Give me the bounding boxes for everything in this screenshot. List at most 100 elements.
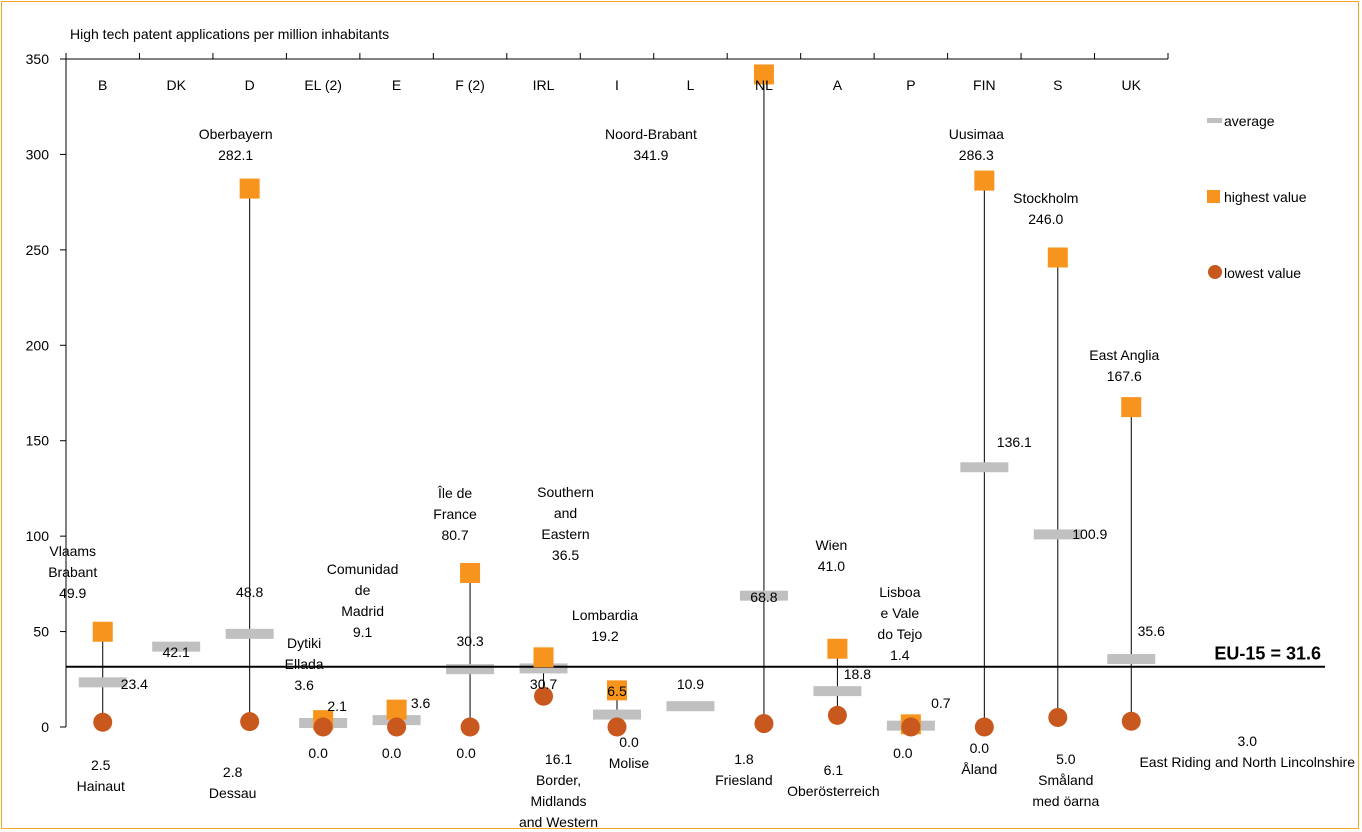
lowest-region-label: med öarna <box>1032 793 1099 809</box>
lowest-value-marker <box>534 686 554 706</box>
y-tick-label: 250 <box>26 242 50 258</box>
highest-value-label: 3.6 <box>294 677 314 693</box>
highest-region-label: Comunidad <box>327 561 399 577</box>
average-bar <box>1107 654 1156 665</box>
average-value-label: 30.7 <box>530 676 557 692</box>
average-value-label: 10.9 <box>677 676 704 692</box>
lowest-region-label: Dessau <box>209 785 256 801</box>
lowest-value-marker <box>1121 711 1141 731</box>
highest-value-label: 19.2 <box>591 628 618 644</box>
lowest-value-marker <box>93 712 113 732</box>
average-value-label: 0.7 <box>931 695 951 711</box>
country-label: FIN <box>973 77 996 93</box>
lowest-value-label: 0.0 <box>456 745 476 761</box>
lowest-region-label: Molise <box>609 755 650 771</box>
average-bar <box>152 641 201 652</box>
country-label: UK <box>1122 77 1142 93</box>
lowest-region-label: Midlands <box>531 793 587 809</box>
country-label: EL (2) <box>304 77 342 93</box>
highest-value-marker <box>386 699 407 720</box>
highest-region-label: East Anglia <box>1089 347 1159 363</box>
highest-region-label: and <box>554 505 577 521</box>
highest-value-label: 49.9 <box>59 585 86 601</box>
lowest-value-marker <box>754 714 774 734</box>
highest-region-label: Île de <box>437 485 472 501</box>
average-value-label: 42.1 <box>163 644 190 660</box>
average-value-label: 68.8 <box>750 589 777 605</box>
highest-value-marker <box>1047 247 1068 268</box>
average-bar <box>78 677 127 688</box>
average-bar <box>225 628 274 639</box>
lowest-value-label: 1.8 <box>734 751 754 767</box>
highest-value-label: 41.0 <box>818 558 845 574</box>
lowest-value-label: 3.0 <box>1238 733 1258 749</box>
highest-region-label: Noord-Brabant <box>605 126 697 142</box>
lowest-region-label: and Western <box>519 814 598 830</box>
average-value-label: 18.8 <box>844 666 871 682</box>
lowest-value-label: 0.0 <box>619 734 639 750</box>
eu15-reference-label: EU-15 = 31.6 <box>1214 644 1321 664</box>
highest-region-label: Oberbayern <box>199 126 273 142</box>
lowest-region-label: Åland <box>961 761 997 777</box>
average-bar <box>593 709 641 720</box>
legend-highest-label: highest value <box>1224 189 1307 205</box>
average-bar <box>960 462 1009 473</box>
lowest-region-label: Oberösterreich <box>787 783 880 799</box>
y-tick-label: 0 <box>41 719 49 735</box>
highest-region-label: Stockholm <box>1013 190 1078 206</box>
highest-value-label: 1.4 <box>890 647 910 663</box>
average-value-label: 35.6 <box>1138 623 1165 639</box>
highest-region-label: France <box>433 506 477 522</box>
chart-title: High tech patent applications per millio… <box>70 26 389 42</box>
lowest-value-label: 0.0 <box>893 745 913 761</box>
country-label: D <box>245 77 255 93</box>
highest-value-label: 9.1 <box>353 624 373 640</box>
highest-region-label: Vlaams <box>49 543 96 559</box>
lowest-value-label: 6.1 <box>824 762 844 778</box>
country-label: IRL <box>533 77 555 93</box>
country-label: B <box>98 77 107 93</box>
average-value-label: 48.8 <box>236 584 263 600</box>
legend-lowest-label: lowest value <box>1224 265 1301 281</box>
country-label: A <box>833 77 843 93</box>
highest-value-marker <box>753 64 774 85</box>
country-label: L <box>687 77 695 93</box>
legend-average-label: average <box>1224 113 1275 129</box>
highest-region-label: Lisboa <box>879 584 920 600</box>
y-tick-label: 100 <box>26 528 50 544</box>
highest-region-label: Dytiki <box>287 635 321 651</box>
highest-value-label: 282.1 <box>218 147 253 163</box>
country-label: F (2) <box>455 77 485 93</box>
highest-value-label: 286.3 <box>959 147 994 163</box>
lowest-value-marker <box>607 717 627 737</box>
highest-region-label: Ellada <box>285 656 324 672</box>
legend-lowest-swatch <box>1208 265 1222 279</box>
lowest-value-label: 2.5 <box>91 757 111 773</box>
lowest-region-label: Småland <box>1038 772 1093 788</box>
lowest-value-marker <box>901 717 921 737</box>
lowest-value-label: 0.0 <box>970 740 990 756</box>
average-bar <box>1033 529 1082 540</box>
country-label: E <box>392 77 401 93</box>
average-value-label: 6.5 <box>607 683 627 699</box>
highest-value-label: 36.5 <box>552 547 579 563</box>
highest-region-label: e Vale <box>881 605 920 621</box>
highest-value-marker <box>974 170 995 191</box>
average-value-label: 3.6 <box>411 695 431 711</box>
highest-value-marker <box>460 562 481 583</box>
highest-value-label: 341.9 <box>633 147 668 163</box>
lowest-region-label: East Riding and North Lincolnshire <box>1139 754 1355 770</box>
highest-region-label: Southern <box>537 484 594 500</box>
y-tick-label: 50 <box>33 624 49 640</box>
average-bar <box>666 701 715 712</box>
average-value-label: 30.3 <box>456 633 483 649</box>
highest-value-marker <box>1121 397 1142 418</box>
y-tick-label: 200 <box>26 337 50 353</box>
lowest-value-label: 0.0 <box>382 745 402 761</box>
lowest-region-label: Hainaut <box>77 778 125 794</box>
average-value-label: 2.1 <box>327 698 347 714</box>
lowest-value-marker <box>460 717 480 737</box>
highest-region-label: Uusimaa <box>949 126 1004 142</box>
